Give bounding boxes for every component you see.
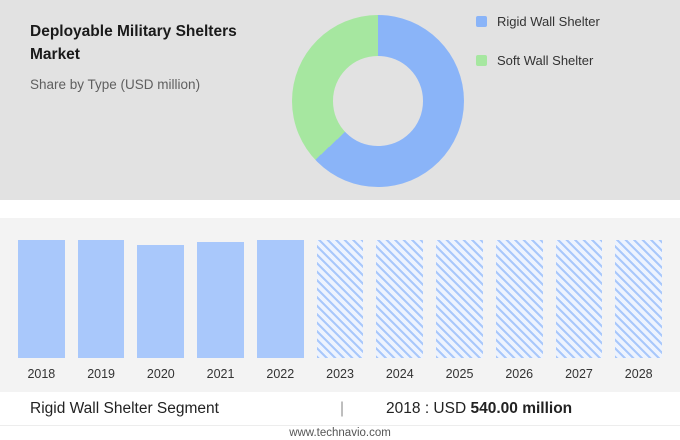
bar-2018 (18, 240, 65, 358)
separator: | (340, 399, 345, 417)
bar-chart: 2018 2019 2020 2021 2022 2023 2024 2025 2026 2027… (0, 218, 680, 392)
segment-label: Rigid Wall Shelter Segment (30, 399, 219, 417)
page-subtitle: Share by Type (USD million) (30, 76, 201, 92)
legend-item: Soft Wall Shelter (476, 53, 600, 68)
value-prefix: 2018 : USD (386, 399, 467, 417)
summary-panel: Deployable Military Shelters Market Shar… (0, 0, 680, 200)
legend-item: Rigid Wall Shelter (476, 14, 600, 29)
bar-2022 (256, 240, 304, 358)
x-axis-label: 2028 (624, 367, 653, 381)
bar-column (316, 240, 364, 358)
bar-column (376, 240, 424, 358)
bar-2019 (77, 240, 125, 358)
header: Deployable Military Shelters Market Shar… (30, 20, 280, 92)
x-axis-label: 2019 (87, 367, 115, 381)
highlight-row: Rigid Wall Shelter Segment | 2018 : USD … (0, 392, 680, 425)
bar-column (495, 240, 543, 358)
x-axis-label: 2025 (445, 367, 474, 381)
bar-column (197, 240, 244, 358)
bar-2026 (495, 240, 543, 358)
bar-column (436, 240, 483, 358)
bar-2028 (615, 240, 663, 358)
website-url: www.technavio.com (289, 427, 391, 439)
bar-2020 (137, 244, 185, 358)
x-axis-label: 2018 (27, 367, 56, 381)
bar-series (18, 240, 663, 358)
value-bold: 540.00 million (470, 399, 573, 417)
x-axis-label: 2022 (266, 367, 295, 381)
website-footer: www.technavio.com (0, 425, 680, 440)
x-axis-label: 2024 (385, 367, 414, 381)
x-axis-label: 2026 (505, 367, 534, 381)
x-axis-label: 2021 (206, 367, 235, 381)
panel-divider (0, 200, 680, 218)
page-title: Deployable Military Shelters Market (30, 23, 237, 64)
bar-2025 (436, 240, 483, 358)
bar-column (555, 240, 603, 358)
bar-2027 (555, 240, 603, 358)
x-axis-label: 2023 (326, 367, 354, 381)
bar-2024 (376, 240, 424, 358)
donut-chart (292, 15, 464, 187)
legend-swatch (476, 16, 487, 27)
x-axis-label: 2027 (565, 367, 593, 381)
chart-legend: Rigid Wall Shelter Soft Wall Shelter (476, 14, 600, 92)
bar-2023 (316, 240, 364, 358)
bar-column (137, 240, 185, 358)
legend-label: Rigid Wall Shelter (497, 14, 600, 29)
x-axis-label: 2020 (146, 367, 175, 381)
legend-label: Soft Wall Shelter (497, 53, 594, 68)
bar-column (615, 240, 663, 358)
bar-column (256, 240, 304, 358)
bar-2021 (197, 242, 244, 358)
bar-column (18, 240, 65, 358)
highlight-value: 2018 : USD 540.00 million (386, 400, 572, 418)
bar-column (77, 240, 125, 358)
x-axis: 2018 2019 2020 2021 2022 2023 2024 2025 2026 2027… (18, 358, 662, 392)
legend-swatch (476, 55, 487, 66)
